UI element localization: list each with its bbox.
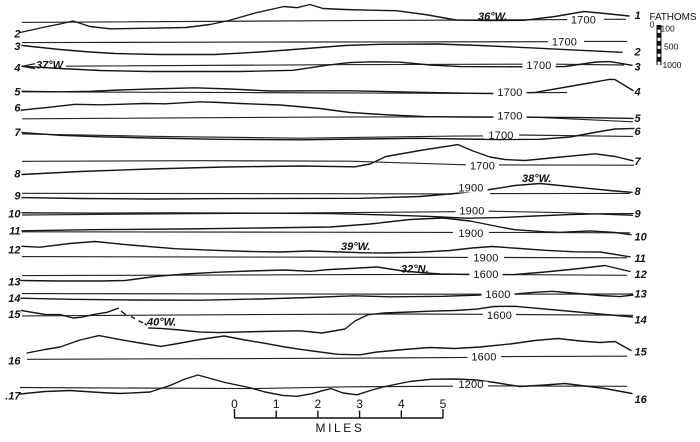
svg-text:37°W: 37°W (36, 60, 65, 72)
svg-text:MILES: MILES (315, 421, 364, 435)
svg-text:5: 5 (440, 397, 447, 411)
svg-text:12: 12 (635, 269, 647, 281)
svg-text:6: 6 (635, 126, 642, 138)
svg-text:36°W.: 36°W. (478, 11, 507, 23)
svg-text:2: 2 (13, 28, 20, 40)
svg-text:0: 0 (231, 397, 238, 411)
svg-text:6: 6 (14, 103, 21, 115)
svg-text:2: 2 (315, 397, 322, 411)
svg-text:1700: 1700 (526, 60, 551, 72)
svg-text:1: 1 (273, 397, 280, 411)
svg-text:1600: 1600 (485, 289, 510, 301)
svg-text:1600: 1600 (471, 351, 496, 363)
svg-text:15: 15 (635, 347, 648, 359)
svg-text:1900: 1900 (459, 206, 484, 218)
svg-text:2: 2 (634, 46, 641, 58)
svg-text:11: 11 (635, 253, 646, 265)
svg-text:1900: 1900 (458, 228, 483, 240)
svg-text:3: 3 (356, 397, 363, 411)
svg-text:1: 1 (635, 10, 641, 22)
svg-text:5: 5 (14, 87, 21, 99)
svg-text:1700: 1700 (497, 87, 522, 99)
svg-text:1700: 1700 (470, 160, 495, 172)
svg-text:16: 16 (635, 394, 648, 406)
svg-text:1600: 1600 (473, 269, 498, 281)
svg-text:14: 14 (8, 293, 20, 305)
svg-text:100: 100 (661, 23, 675, 33)
svg-text:1700: 1700 (571, 14, 596, 26)
svg-text:1700: 1700 (497, 111, 522, 123)
svg-text:1000: 1000 (663, 60, 682, 70)
svg-text:32°N.: 32°N. (401, 264, 429, 276)
svg-text:39°W.: 39°W. (341, 241, 370, 253)
svg-text:1700: 1700 (552, 37, 577, 49)
svg-text:4: 4 (398, 397, 405, 411)
svg-text:12: 12 (8, 245, 20, 257)
svg-text:13: 13 (635, 289, 647, 301)
svg-text:7: 7 (14, 127, 21, 139)
svg-text:7: 7 (635, 156, 642, 168)
svg-text:1200: 1200 (458, 379, 483, 391)
svg-text:10: 10 (635, 232, 648, 244)
svg-text:11: 11 (9, 226, 20, 238)
svg-text:4: 4 (13, 63, 20, 75)
svg-text:14: 14 (635, 315, 647, 327)
svg-text:1700: 1700 (488, 130, 513, 142)
svg-text:10: 10 (8, 209, 21, 221)
svg-text:8: 8 (635, 186, 642, 198)
svg-text:9: 9 (635, 209, 642, 221)
svg-text:4: 4 (634, 86, 641, 98)
svg-text:1600: 1600 (487, 310, 512, 322)
svg-text:.17: .17 (5, 390, 21, 402)
svg-text:8: 8 (14, 169, 21, 181)
svg-text:5: 5 (635, 113, 642, 125)
svg-text:500: 500 (664, 42, 678, 52)
svg-text:16: 16 (8, 356, 21, 368)
svg-text:3: 3 (14, 41, 20, 53)
svg-text:9: 9 (14, 191, 21, 203)
svg-text:40°W.: 40°W. (146, 317, 176, 329)
svg-text:0: 0 (650, 20, 655, 30)
svg-text:1900: 1900 (473, 253, 498, 265)
svg-text:3: 3 (635, 61, 641, 73)
svg-text:FATHOMS: FATHOMS (650, 12, 697, 23)
svg-text:38°W.: 38°W. (522, 173, 551, 185)
svg-text:13: 13 (8, 277, 20, 289)
svg-text:1900: 1900 (458, 182, 483, 194)
svg-text:15: 15 (8, 309, 21, 321)
